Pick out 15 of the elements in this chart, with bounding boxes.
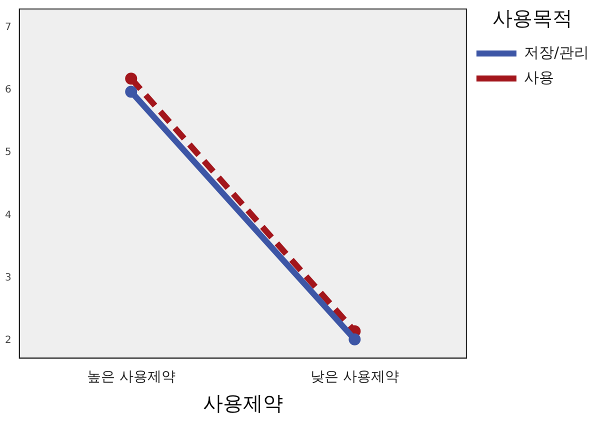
- legend-title: 사용목적: [492, 6, 573, 30]
- point: [348, 333, 361, 346]
- y-tick-label: 2: [4, 335, 12, 346]
- y-tick-label: 7: [4, 22, 12, 33]
- y-tick-label: 5: [4, 147, 12, 158]
- legend-label: 사용: [524, 68, 554, 86]
- legend-label: 저장/관리: [524, 43, 590, 62]
- point: [125, 86, 138, 98]
- x-tick-label: 낮은 사용제약: [310, 369, 399, 386]
- x-axis-title: 사용제약: [202, 391, 283, 416]
- point: [125, 72, 138, 85]
- y-tick-label: 6: [4, 84, 12, 96]
- x-tick-label: 높은 사용제약: [86, 369, 176, 386]
- y-tick-label: 4: [4, 210, 12, 221]
- y-tick-label: 3: [4, 272, 12, 284]
